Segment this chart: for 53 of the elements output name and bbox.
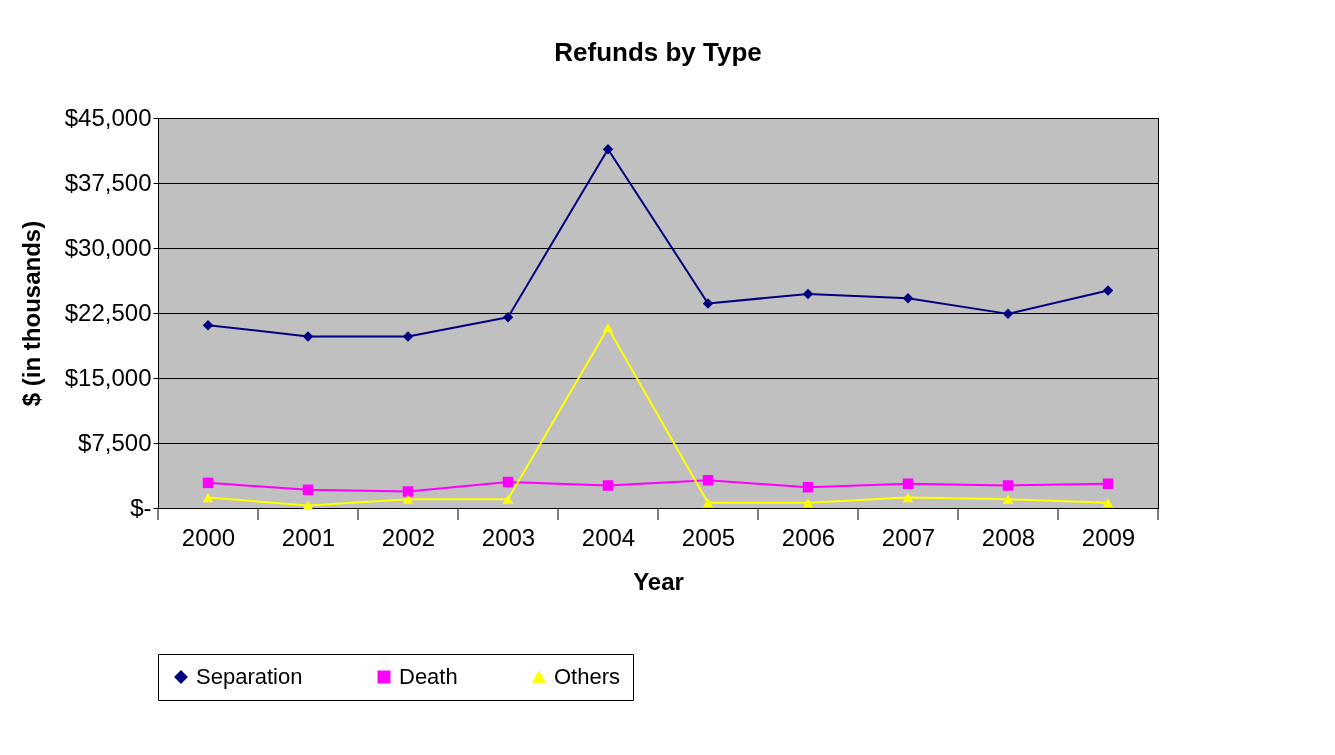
- point: [702, 498, 714, 508]
- point: [602, 480, 614, 491]
- point: [802, 481, 814, 493]
- x-axis-title: Year: [633, 567, 684, 595]
- point: [402, 494, 414, 504]
- point: [202, 477, 214, 489]
- y-tick-label: $30,000: [64, 233, 152, 261]
- point: [402, 486, 414, 497]
- x-tick-label: 2008: [981, 523, 1036, 551]
- x-tick-label: 2004: [581, 523, 636, 551]
- y-tick-label: $-: [130, 493, 152, 521]
- point: [302, 331, 314, 342]
- point: [602, 323, 614, 333]
- point: [902, 478, 914, 489]
- point: [1002, 480, 1014, 491]
- point: [302, 500, 314, 510]
- point: [602, 143, 614, 155]
- point: [802, 288, 814, 300]
- point: [1102, 478, 1114, 489]
- y-tick-label: $45,000: [64, 103, 152, 131]
- point: [402, 331, 414, 342]
- point: [1002, 308, 1014, 320]
- point: [802, 498, 814, 508]
- point: [502, 476, 514, 488]
- point: [1002, 494, 1014, 504]
- x-tick-label: 2009: [1081, 523, 1136, 551]
- point: [502, 494, 514, 504]
- point: [202, 493, 214, 503]
- legend-label: Separation: [196, 664, 303, 689]
- chart-title: Refunds by Type: [554, 37, 762, 67]
- x-tick-label: 2001: [281, 523, 336, 551]
- point: [1102, 498, 1114, 508]
- y-tick-label: $37,500: [64, 168, 152, 196]
- point: [502, 312, 514, 323]
- point: [1102, 285, 1114, 296]
- point: [902, 493, 914, 503]
- point: [702, 298, 714, 309]
- x-tick-label: 2005: [681, 523, 736, 551]
- point: [702, 475, 714, 486]
- x-tick-label: 2007: [881, 523, 936, 551]
- y-tick-label: $7,500: [78, 428, 152, 456]
- legend-label: Death: [399, 664, 458, 689]
- x-tick-label: 2003: [481, 523, 536, 551]
- y-tick-label: $22,500: [64, 298, 152, 326]
- point: [202, 319, 214, 331]
- point: [302, 484, 314, 496]
- x-tick-label: 2002: [381, 523, 436, 551]
- y-axis-title: $ (in thousands): [17, 220, 45, 407]
- x-tick-label: 2006: [781, 523, 836, 551]
- x-tick-label: 2000: [181, 523, 236, 551]
- y-tick-label: $15,000: [64, 363, 152, 391]
- legend-label: Others: [554, 664, 621, 689]
- point: [902, 293, 914, 304]
